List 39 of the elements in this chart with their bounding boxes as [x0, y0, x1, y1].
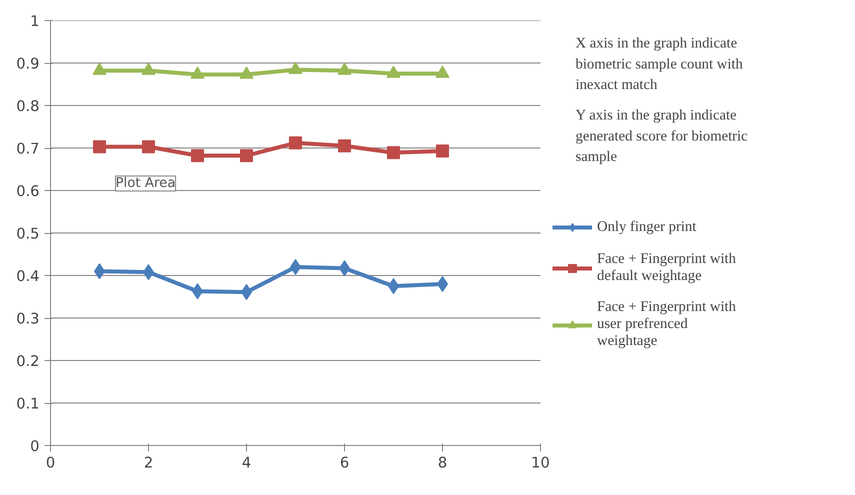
- x-tick-label: 0: [46, 454, 56, 472]
- x-tick-label: 8: [438, 454, 448, 472]
- legend-label: Face + Fingerprint with user prefrenced weightage: [597, 299, 736, 350]
- text: X axis in the graph indicate biometric sample count with inexact match: [576, 36, 744, 94]
- legend-label: Only finger print: [597, 218, 696, 236]
- y-tick-label: 1: [30, 13, 40, 30]
- x-tick-label: 6: [340, 454, 350, 472]
- point: [240, 66, 254, 79]
- point: [436, 66, 450, 78]
- point: [142, 62, 156, 75]
- x-tick-label: 2: [144, 454, 154, 472]
- y-tick-label: 0.9: [16, 56, 40, 72]
- point: [190, 66, 204, 79]
- point: [191, 149, 204, 162]
- x-tick-label: 4: [242, 454, 252, 472]
- y-tick-label: 0.8: [16, 98, 40, 115]
- point: [387, 146, 400, 160]
- point: [289, 136, 302, 150]
- x-tick-label: 10: [531, 454, 550, 472]
- annotation: Plot Area: [116, 176, 176, 191]
- y-tick-label: 0.1: [16, 396, 40, 412]
- point: [288, 62, 302, 74]
- point: [93, 140, 106, 154]
- text: Y axis in the graph indicate generated score for biometric sample: [576, 108, 748, 166]
- legend-label: Face + Fingerprint with default weightage: [597, 251, 736, 285]
- point: [338, 62, 352, 75]
- point: [386, 66, 400, 78]
- y-tick-label: 0.7: [16, 140, 40, 158]
- point: [338, 139, 351, 152]
- point: [240, 149, 253, 162]
- point: [436, 144, 449, 158]
- y-tick-label: 0: [30, 438, 40, 455]
- point: [142, 140, 155, 154]
- y-tick-label: 0.4: [16, 268, 40, 285]
- point: [92, 62, 106, 75]
- y-tick-label: 0.5: [16, 226, 40, 242]
- y-tick-label: 0.3: [16, 310, 40, 328]
- y-tick-label: 0.6: [16, 183, 40, 200]
- y-tick-label: 0.2: [16, 353, 40, 370]
